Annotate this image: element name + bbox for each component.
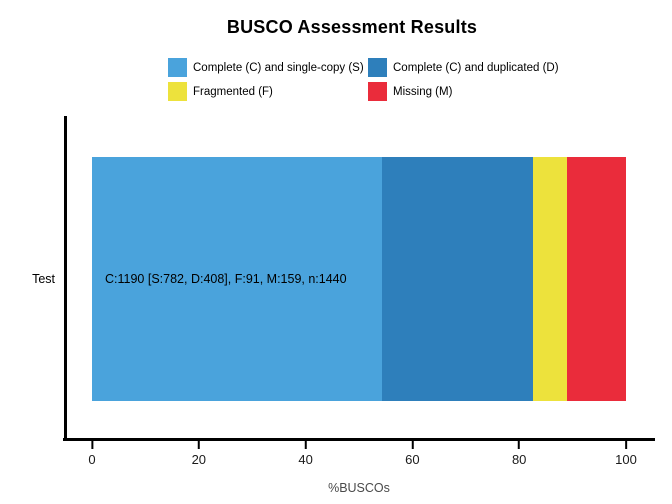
x-tick-mark — [304, 441, 307, 449]
legend-label: Complete (C) and duplicated (D) — [393, 61, 559, 74]
x-tick-label: 100 — [615, 452, 637, 467]
legend-item-fragmented: Fragmented (F) — [168, 82, 368, 101]
legend-label: Missing (M) — [393, 85, 453, 98]
x-tick-mark — [518, 441, 521, 449]
x-tick: 20 — [192, 441, 206, 467]
legend: Complete (C) and single-copy (S) Complet… — [168, 58, 559, 101]
x-tick-label: 40 — [298, 452, 313, 467]
x-tick-label: 80 — [511, 452, 527, 467]
legend-item-missing: Missing (M) — [368, 82, 559, 101]
x-tick-mark — [624, 441, 627, 449]
legend-label: Fragmented (F) — [193, 85, 273, 98]
x-tick-label: 0 — [88, 452, 96, 467]
x-axis-label: %BUSCOs — [328, 481, 390, 495]
bar-segment — [382, 157, 534, 401]
legend-item-duplicated: Complete (C) and duplicated (D) — [368, 58, 559, 77]
missing-swatch-icon — [368, 82, 387, 101]
legend-item-single-copy: Complete (C) and single-copy (S) — [168, 58, 368, 77]
y-axis-category-test: Test — [32, 272, 55, 286]
x-tick: 40 — [298, 441, 313, 467]
x-tick-mark — [90, 441, 93, 449]
x-tick: 60 — [405, 441, 420, 467]
legend-label: Complete (C) and single-copy (S) — [193, 61, 364, 74]
stacked-bar — [92, 157, 626, 401]
duplicated-swatch-icon — [368, 58, 387, 77]
x-tick-mark — [197, 441, 200, 449]
x-tick-label: 60 — [405, 452, 420, 467]
single-copy-swatch-icon — [168, 58, 187, 77]
x-tick: 0 — [88, 441, 96, 467]
bar-segment — [92, 157, 382, 401]
bar-segment — [533, 157, 568, 401]
bar-segment — [567, 157, 626, 401]
x-tick: 80 — [512, 441, 526, 467]
x-axis-line — [63, 438, 655, 441]
fragmented-swatch-icon — [168, 82, 187, 101]
y-axis-line — [64, 116, 67, 441]
x-tick: 100 — [615, 441, 637, 467]
x-tick-mark — [411, 441, 414, 449]
x-tick-label: 20 — [191, 452, 207, 467]
chart-title: BUSCO Assessment Results — [226, 17, 478, 37]
